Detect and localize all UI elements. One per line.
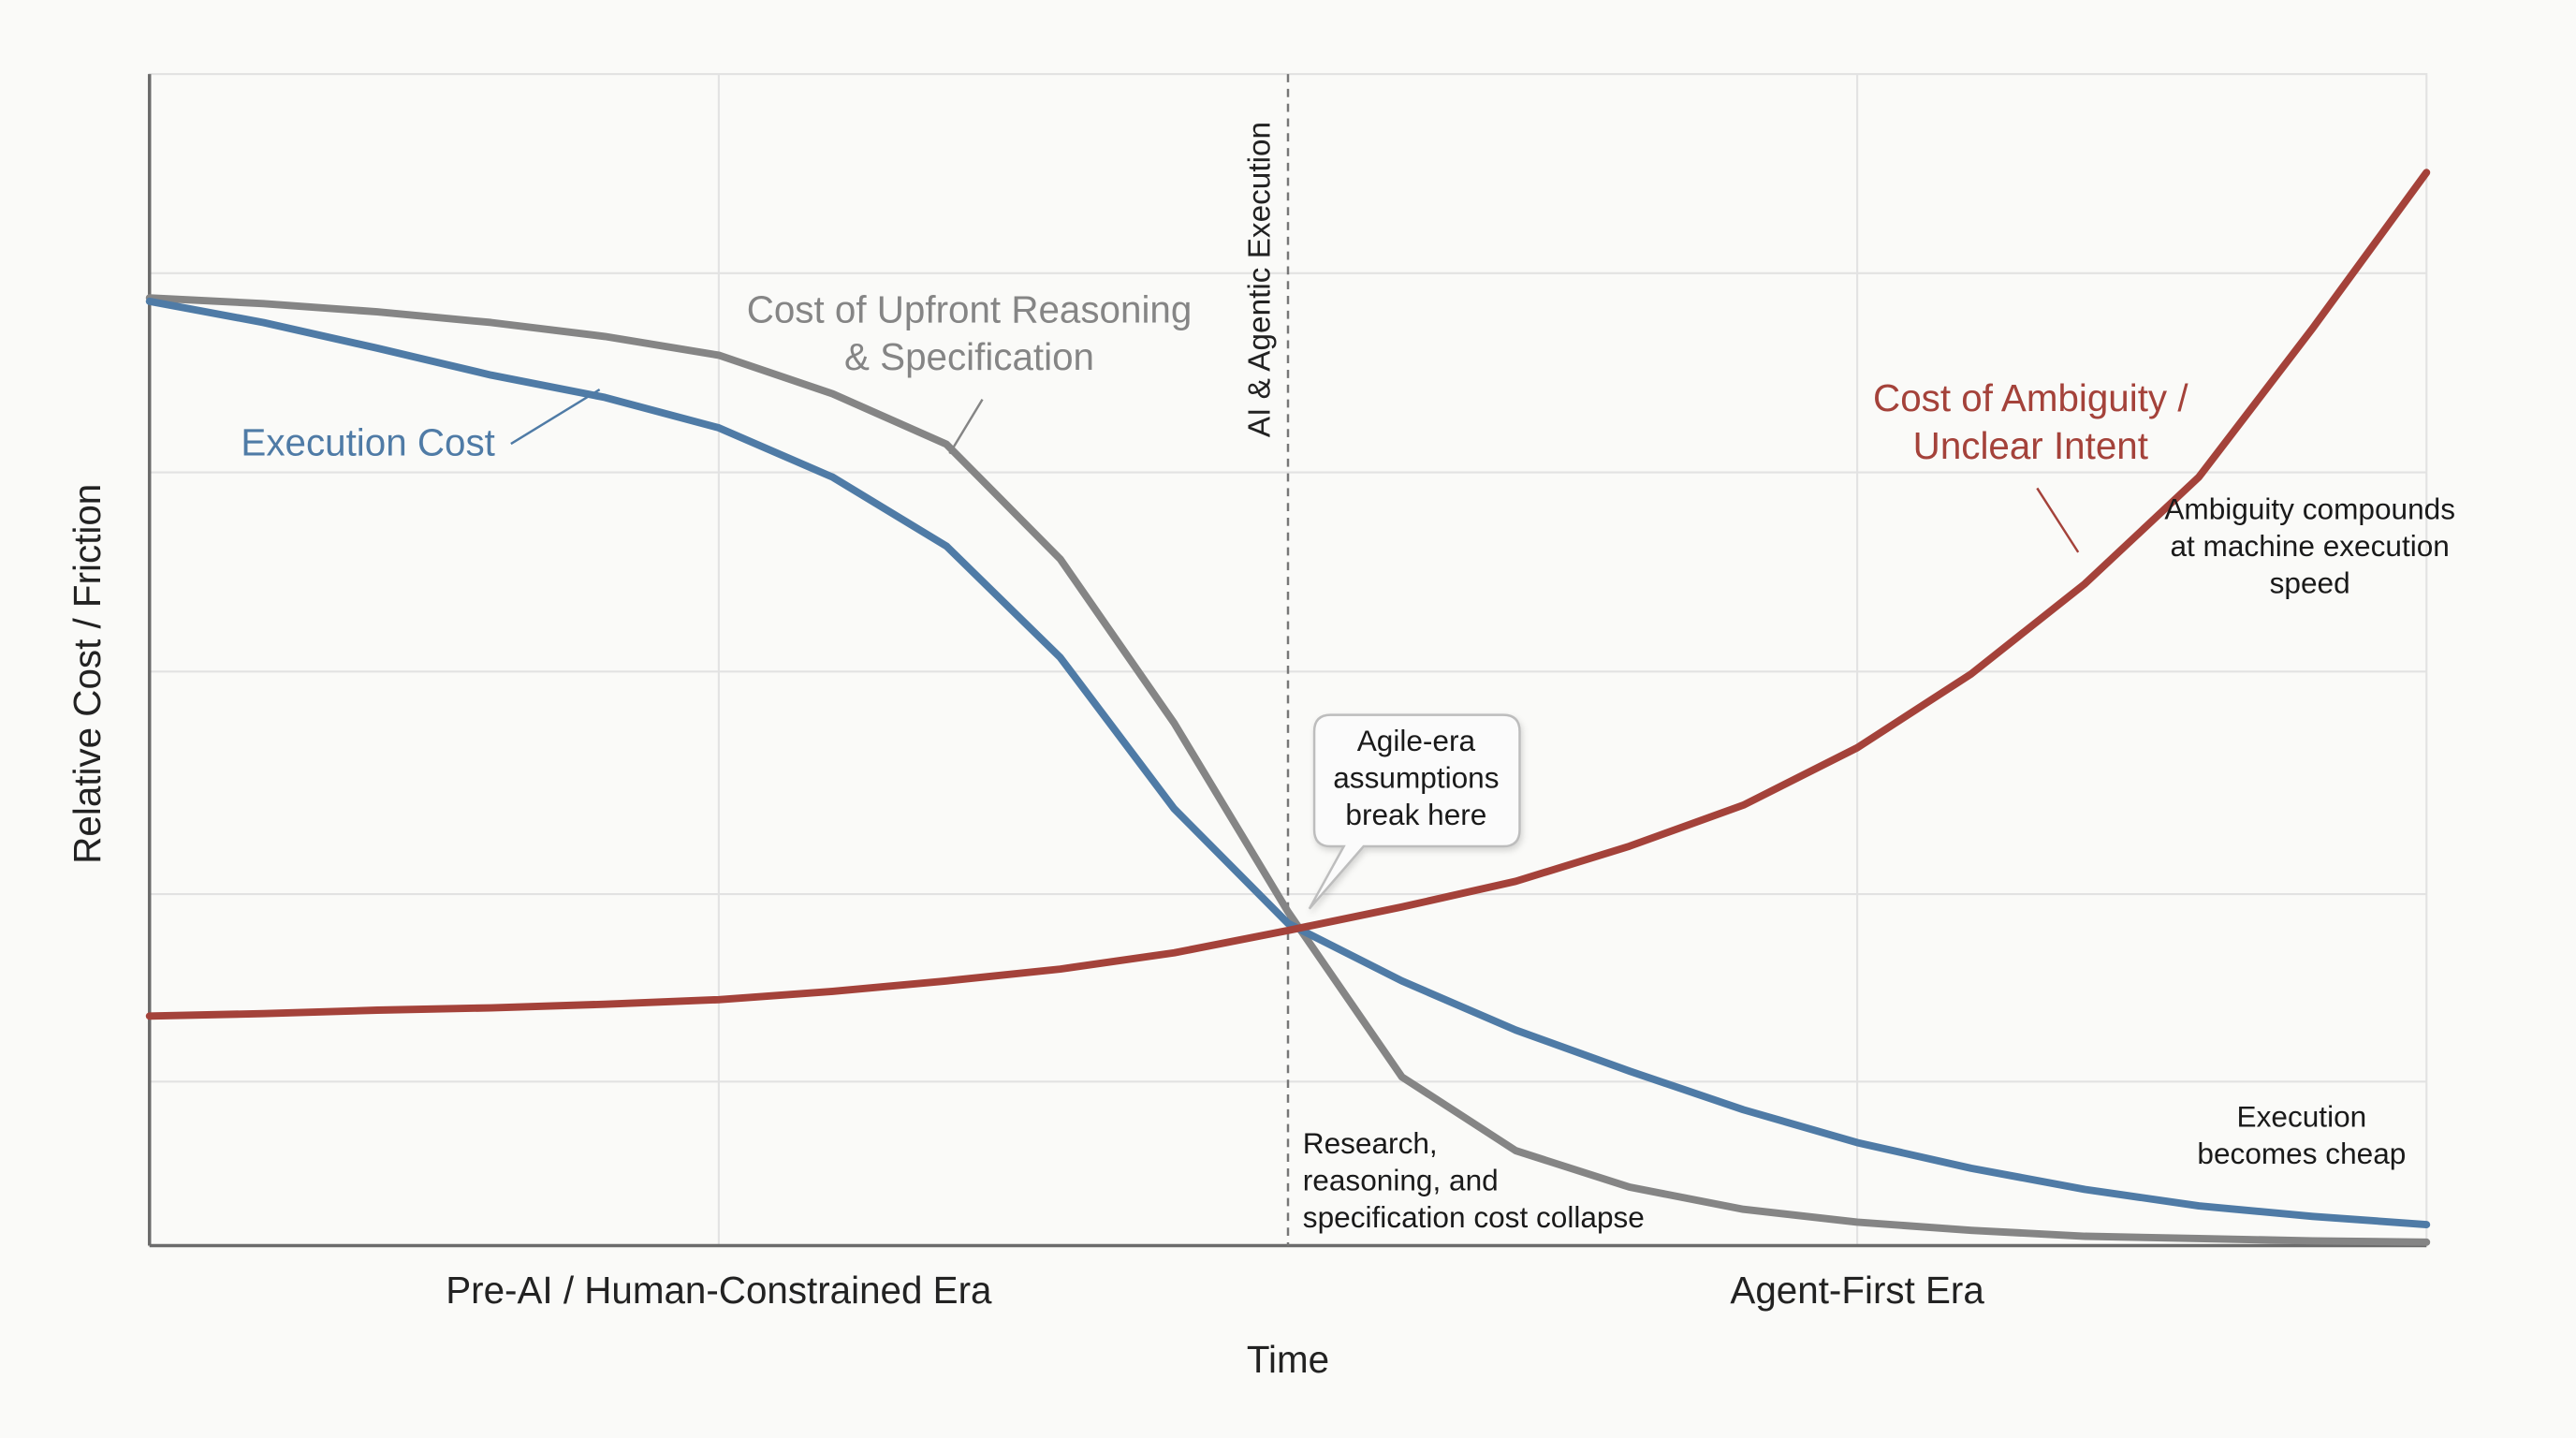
annotation: break here [1345, 798, 1486, 831]
x-tick-label: Pre-AI / Human-Constrained Era [446, 1269, 992, 1312]
annotation: Ambiguity compounds [2164, 492, 2455, 525]
series-label: Execution Cost [241, 420, 494, 463]
marker-label: AI & Agentic Execution [1243, 122, 1278, 437]
annotation: Agile-era [1357, 724, 1476, 757]
x-tick-label: Agent-First Era [1730, 1269, 1984, 1312]
callout-box [1308, 713, 1521, 910]
y-axis-title: Relative Cost / Friction [66, 484, 109, 864]
annotation: reasoning, and [1303, 1163, 1499, 1196]
series-label: Unclear Intent [1913, 424, 2148, 467]
label-leader [510, 389, 601, 446]
series-label: Cost of Upfront Reasoning [747, 287, 1193, 330]
label-leader [2036, 487, 2080, 553]
series-label: & Specification [844, 335, 1094, 378]
x-axis-title: Time [1247, 1338, 1329, 1381]
annotation: Research, [1303, 1126, 1438, 1160]
annotation: specification cost collapse [1303, 1200, 1645, 1234]
line [145, 297, 2431, 1228]
label-leader [948, 398, 984, 455]
annotation: assumptions [1333, 760, 1499, 794]
line [145, 294, 2431, 1246]
annotation: speed [2270, 565, 2350, 599]
annotation: becomes cheap [2197, 1137, 2406, 1170]
annotation: Execution [2237, 1100, 2367, 1134]
annotation: at machine execution [2170, 529, 2449, 563]
series-label: Cost of Ambiguity / [1873, 376, 2188, 419]
line [145, 169, 2431, 1020]
